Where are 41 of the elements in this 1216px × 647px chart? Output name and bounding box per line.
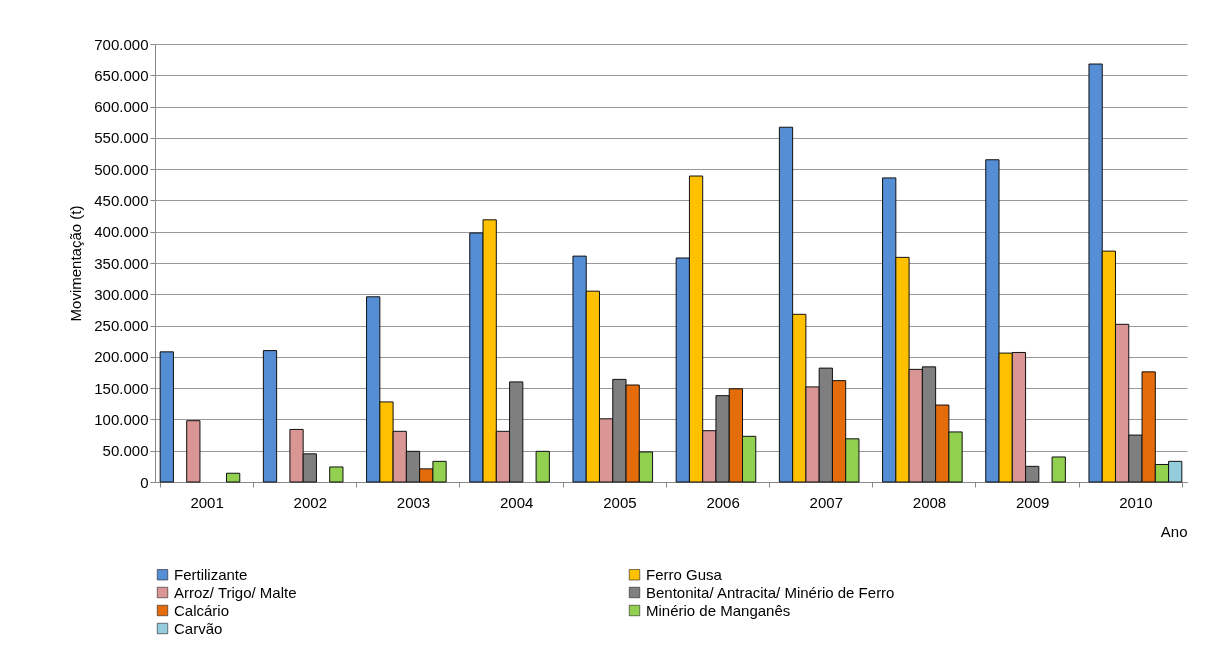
legend-label: Carvão <box>174 619 223 637</box>
y-axis-title: Movimentação (t) <box>67 205 85 322</box>
bar <box>329 466 344 483</box>
legend-label: Arroz/ Trigo/ Malte <box>174 583 297 601</box>
x-tick-label: 2007 <box>809 493 843 511</box>
x-tick-label: 2008 <box>912 493 947 511</box>
y-tick-label: 400.000 <box>94 223 149 241</box>
x-tick-label: 2009 <box>1016 493 1050 511</box>
y-tick-label: 350.000 <box>94 254 149 272</box>
legend-label: Calcário <box>174 601 230 619</box>
legend-label: Fertilizante <box>174 565 248 583</box>
x-tick-label: 2004 <box>500 493 534 511</box>
x-tick-label: 2005 <box>603 493 637 511</box>
y-tick-label: 700.000 <box>94 35 149 53</box>
x-tick-label: 2003 <box>396 493 431 511</box>
bar <box>1051 456 1066 483</box>
legend-label: Bentonita/ Antracita/ Minério de Ferro <box>646 583 895 601</box>
y-tick-label: 100.000 <box>94 410 149 428</box>
bar <box>159 351 174 483</box>
x-tick-label: 2010 <box>1119 493 1153 511</box>
x-axis-title: Ano <box>1160 522 1188 540</box>
y-tick-label: 150.000 <box>94 379 149 397</box>
y-tick-label: 450.000 <box>94 191 149 209</box>
y-tick-label: 300.000 <box>94 285 149 303</box>
y-tick-label: 250.000 <box>94 317 149 335</box>
y-tick-label: 50.000 <box>102 442 149 460</box>
legend-label: Ferro Gusa <box>646 565 723 583</box>
x-tick-label: 2002 <box>293 493 327 511</box>
bar <box>226 472 241 483</box>
bar <box>535 450 550 483</box>
y-tick-label: 650.000 <box>94 66 149 84</box>
bar <box>186 420 201 483</box>
y-tick-label: 600.000 <box>94 98 149 116</box>
x-tick-label: 2001 <box>190 493 224 511</box>
bar <box>262 350 278 483</box>
legend-label: Minério de Manganês <box>646 601 791 619</box>
y-tick-label: 0 <box>140 473 149 491</box>
y-tick-label: 500.000 <box>94 160 149 178</box>
x-tick-label: 2006 <box>706 493 740 511</box>
y-tick-label: 200.000 <box>94 348 149 366</box>
y-tick-label: 550.000 <box>94 129 149 147</box>
